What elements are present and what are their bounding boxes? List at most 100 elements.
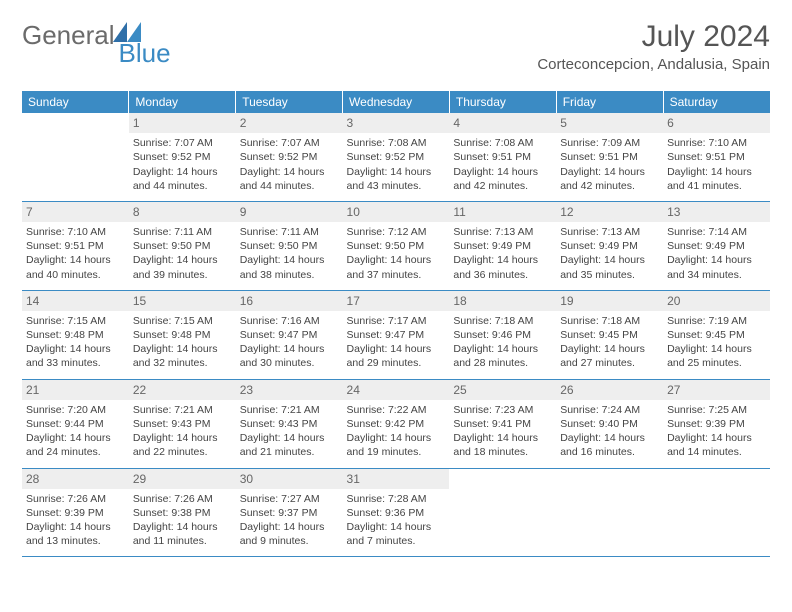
daylight-text: and 28 minutes. <box>453 356 552 370</box>
sunset-text: Sunset: 9:47 PM <box>347 328 446 342</box>
weekday-header: Wednesday <box>343 91 450 113</box>
sunset-text: Sunset: 9:48 PM <box>133 328 232 342</box>
day-number: 3 <box>343 113 450 133</box>
sunrise-text: Sunrise: 7:13 AM <box>453 225 552 239</box>
sunset-text: Sunset: 9:47 PM <box>240 328 339 342</box>
daylight-text: Daylight: 14 hours <box>240 520 339 534</box>
daylight-text: and 32 minutes. <box>133 356 232 370</box>
sunset-text: Sunset: 9:43 PM <box>133 417 232 431</box>
calendar-day-cell: 1Sunrise: 7:07 AMSunset: 9:52 PMDaylight… <box>129 113 236 201</box>
sunrise-text: Sunrise: 7:24 AM <box>560 403 659 417</box>
sunset-text: Sunset: 9:44 PM <box>26 417 125 431</box>
daylight-text: Daylight: 14 hours <box>667 431 766 445</box>
calendar-day-cell: 27Sunrise: 7:25 AMSunset: 9:39 PMDayligh… <box>663 379 770 468</box>
day-number: 28 <box>22 469 129 489</box>
daylight-text: Daylight: 14 hours <box>240 342 339 356</box>
weekday-header: Monday <box>129 91 236 113</box>
calendar-day-cell: 26Sunrise: 7:24 AMSunset: 9:40 PMDayligh… <box>556 379 663 468</box>
calendar-head: SundayMondayTuesdayWednesdayThursdayFrid… <box>22 91 770 113</box>
calendar-day-cell: 10Sunrise: 7:12 AMSunset: 9:50 PMDayligh… <box>343 201 450 290</box>
calendar-day-cell <box>449 468 556 557</box>
daylight-text: and 19 minutes. <box>347 445 446 459</box>
calendar-day-cell: 11Sunrise: 7:13 AMSunset: 9:49 PMDayligh… <box>449 201 556 290</box>
sunrise-text: Sunrise: 7:11 AM <box>240 225 339 239</box>
calendar-day-cell: 15Sunrise: 7:15 AMSunset: 9:48 PMDayligh… <box>129 290 236 379</box>
sunrise-text: Sunrise: 7:28 AM <box>347 492 446 506</box>
daylight-text: Daylight: 14 hours <box>26 342 125 356</box>
sunrise-text: Sunrise: 7:19 AM <box>667 314 766 328</box>
sunrise-text: Sunrise: 7:26 AM <box>26 492 125 506</box>
day-number: 13 <box>663 202 770 222</box>
day-number: 27 <box>663 380 770 400</box>
daylight-text: Daylight: 14 hours <box>133 165 232 179</box>
calendar-day-cell: 22Sunrise: 7:21 AMSunset: 9:43 PMDayligh… <box>129 379 236 468</box>
daylight-text: Daylight: 14 hours <box>26 520 125 534</box>
sunrise-text: Sunrise: 7:23 AM <box>453 403 552 417</box>
daylight-text: Daylight: 14 hours <box>453 253 552 267</box>
daylight-text: Daylight: 14 hours <box>560 342 659 356</box>
brand-logo: General Blue <box>22 20 199 51</box>
calendar-day-cell: 12Sunrise: 7:13 AMSunset: 9:49 PMDayligh… <box>556 201 663 290</box>
daylight-text: and 27 minutes. <box>560 356 659 370</box>
day-number: 10 <box>343 202 450 222</box>
daylight-text: and 30 minutes. <box>240 356 339 370</box>
sunset-text: Sunset: 9:52 PM <box>347 150 446 164</box>
daylight-text: Daylight: 14 hours <box>26 253 125 267</box>
sunrise-text: Sunrise: 7:22 AM <box>347 403 446 417</box>
calendar-day-cell: 4Sunrise: 7:08 AMSunset: 9:51 PMDaylight… <box>449 113 556 201</box>
day-number: 17 <box>343 291 450 311</box>
day-number: 29 <box>129 469 236 489</box>
daylight-text: Daylight: 14 hours <box>667 165 766 179</box>
day-number: 25 <box>449 380 556 400</box>
daylight-text: Daylight: 14 hours <box>133 520 232 534</box>
daylight-text: Daylight: 14 hours <box>560 165 659 179</box>
day-number: 24 <box>343 380 450 400</box>
daylight-text: Daylight: 14 hours <box>133 431 232 445</box>
calendar-day-cell: 14Sunrise: 7:15 AMSunset: 9:48 PMDayligh… <box>22 290 129 379</box>
calendar-day-cell: 17Sunrise: 7:17 AMSunset: 9:47 PMDayligh… <box>343 290 450 379</box>
daylight-text: and 41 minutes. <box>667 179 766 193</box>
day-number: 8 <box>129 202 236 222</box>
calendar-day-cell: 19Sunrise: 7:18 AMSunset: 9:45 PMDayligh… <box>556 290 663 379</box>
calendar-day-cell: 8Sunrise: 7:11 AMSunset: 9:50 PMDaylight… <box>129 201 236 290</box>
daylight-text: and 11 minutes. <box>133 534 232 548</box>
daylight-text: Daylight: 14 hours <box>26 431 125 445</box>
day-number: 21 <box>22 380 129 400</box>
sunset-text: Sunset: 9:51 PM <box>453 150 552 164</box>
daylight-text: Daylight: 14 hours <box>667 342 766 356</box>
day-number: 19 <box>556 291 663 311</box>
calendar-day-cell: 16Sunrise: 7:16 AMSunset: 9:47 PMDayligh… <box>236 290 343 379</box>
calendar-day-cell: 21Sunrise: 7:20 AMSunset: 9:44 PMDayligh… <box>22 379 129 468</box>
day-number: 7 <box>22 202 129 222</box>
sunset-text: Sunset: 9:49 PM <box>453 239 552 253</box>
sunrise-text: Sunrise: 7:18 AM <box>560 314 659 328</box>
sunset-text: Sunset: 9:52 PM <box>133 150 232 164</box>
day-number: 30 <box>236 469 343 489</box>
sunset-text: Sunset: 9:40 PM <box>560 417 659 431</box>
sunrise-text: Sunrise: 7:10 AM <box>667 136 766 150</box>
calendar-day-cell: 23Sunrise: 7:21 AMSunset: 9:43 PMDayligh… <box>236 379 343 468</box>
daylight-text: and 39 minutes. <box>133 268 232 282</box>
sunrise-text: Sunrise: 7:12 AM <box>347 225 446 239</box>
calendar-day-cell: 28Sunrise: 7:26 AMSunset: 9:39 PMDayligh… <box>22 468 129 557</box>
sunset-text: Sunset: 9:41 PM <box>453 417 552 431</box>
daylight-text: Daylight: 14 hours <box>347 520 446 534</box>
calendar-day-cell: 29Sunrise: 7:26 AMSunset: 9:38 PMDayligh… <box>129 468 236 557</box>
day-number: 9 <box>236 202 343 222</box>
calendar-week-row: 7Sunrise: 7:10 AMSunset: 9:51 PMDaylight… <box>22 201 770 290</box>
day-number: 1 <box>129 113 236 133</box>
calendar-day-cell <box>22 113 129 201</box>
weekday-header: Saturday <box>663 91 770 113</box>
daylight-text: and 21 minutes. <box>240 445 339 459</box>
daylight-text: and 7 minutes. <box>347 534 446 548</box>
sunrise-text: Sunrise: 7:25 AM <box>667 403 766 417</box>
sunset-text: Sunset: 9:45 PM <box>667 328 766 342</box>
sunrise-text: Sunrise: 7:15 AM <box>26 314 125 328</box>
sunset-text: Sunset: 9:52 PM <box>240 150 339 164</box>
sunrise-text: Sunrise: 7:08 AM <box>453 136 552 150</box>
sunset-text: Sunset: 9:51 PM <box>26 239 125 253</box>
sunset-text: Sunset: 9:51 PM <box>560 150 659 164</box>
day-number: 26 <box>556 380 663 400</box>
sunrise-text: Sunrise: 7:07 AM <box>240 136 339 150</box>
calendar-day-cell: 18Sunrise: 7:18 AMSunset: 9:46 PMDayligh… <box>449 290 556 379</box>
